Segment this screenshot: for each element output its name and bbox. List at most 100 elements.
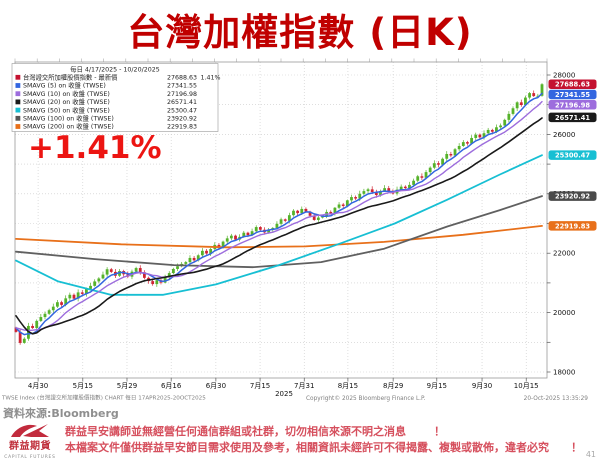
candle-body [482, 133, 486, 138]
legend-label: SMAVG (20) on 收盤 (TWSE) [23, 97, 110, 106]
price-tag [548, 191, 597, 201]
candle-body [379, 191, 382, 195]
candle-body [246, 232, 250, 236]
x-axis-label: 7月31 [294, 382, 314, 390]
price-tags-layer: 27688.63 27341.55 27196.98 26571.41 25300.47… [548, 79, 597, 231]
candle-body [76, 292, 80, 299]
candle-body [490, 129, 494, 132]
candle-body [354, 197, 358, 199]
candle-body [403, 186, 407, 189]
candle-body [503, 119, 507, 126]
candle-body [267, 229, 271, 233]
page-title: 台灣加權指數 (日K) [127, 11, 473, 54]
legend-change: 1.41% [201, 75, 221, 82]
candle-body [167, 273, 171, 278]
legend-swatch [15, 83, 21, 88]
y-axis-label: 26000 [553, 131, 575, 139]
candle-body [134, 268, 138, 272]
candle-body [345, 200, 349, 206]
candle-body [221, 241, 225, 247]
legend-label: SMAVG (50) on 收盤 (TWSE) [23, 105, 110, 114]
x-axis-label: 6月16 [161, 382, 182, 390]
candle-body [304, 208, 308, 212]
axes-layer: 2800026000240002200020000180004月305月155月… [14, 58, 575, 398]
candle-body [399, 186, 403, 190]
x-axis-label: 10月15 [514, 382, 539, 390]
candle-body [283, 219, 287, 221]
timestamp-text: 20-Oct-2025 13:35:29 [524, 396, 589, 402]
price-tag [548, 150, 597, 160]
legend-value: 26571.41 [167, 99, 197, 106]
candle-body [341, 204, 345, 206]
legend-swatch [15, 99, 21, 105]
candle-body [56, 302, 59, 307]
candle-body [196, 255, 200, 261]
candle-body [101, 274, 105, 279]
candle-body [540, 84, 544, 96]
ma-line-20 [15, 117, 543, 335]
legend-box [11, 63, 219, 132]
candle-body [507, 113, 511, 120]
candle-body [254, 227, 258, 232]
price-tag [548, 112, 597, 123]
candle-body [366, 189, 370, 192]
candle-body [188, 257, 192, 263]
candle-body [279, 219, 283, 224]
candle-body [449, 154, 453, 156]
candle-body [171, 268, 175, 274]
logo-swoosh-icon [11, 424, 37, 437]
price-tag [548, 221, 597, 231]
candle-body [80, 292, 84, 294]
ma-line-5 [15, 92, 543, 336]
candle-body [118, 271, 121, 276]
candle-body [515, 102, 519, 109]
legend-swatch [15, 115, 21, 121]
ma-line-10 [15, 100, 543, 332]
legend-value: 27196.98 [167, 91, 197, 98]
legend-value: 27688.63 [167, 75, 197, 82]
candle-body [217, 244, 221, 247]
candle-body [420, 176, 424, 178]
candle-body [296, 210, 300, 214]
candle-body [18, 331, 22, 343]
candle-body [287, 215, 291, 221]
candle-body [300, 208, 304, 214]
x-axis-label: 5月15 [73, 382, 93, 390]
candle-body [308, 211, 312, 216]
candle-body [163, 277, 167, 283]
disclaimer-line-1-mark: ！ [434, 425, 445, 438]
y-axis-label: 20000 [553, 309, 575, 317]
candle-body [258, 227, 262, 230]
ma-line-100 [15, 195, 543, 269]
disclaimer-line-2-mark: ！ [571, 441, 582, 454]
price-tag-value: 23920.92 [555, 193, 590, 201]
price-tag-value: 26571.41 [555, 114, 590, 122]
candle-body [478, 134, 482, 138]
disclaimer-block: 群益期貨 CAPITAL FUTURES 群益早安講師並無經營任何通信群組或社群… [2, 422, 598, 462]
candle-body [142, 272, 146, 278]
candle-body [457, 145, 461, 150]
candle-body [474, 134, 478, 138]
candle-body [35, 320, 39, 329]
ma-line-50 [15, 154, 543, 296]
candle-body [138, 268, 142, 273]
candle-body [151, 281, 155, 285]
candle-body [225, 238, 229, 242]
legend-label: SMAVG (200) on 收盤 (TWSE) [23, 122, 114, 131]
legend-label: SMAVG (10) on 收盤 (TWSE) [23, 89, 110, 98]
y-axis-label: 18000 [553, 368, 575, 376]
price-tag [548, 100, 597, 110]
candle-body [362, 191, 366, 194]
change-badge: +1.41% [28, 130, 162, 166]
legend-value: 25300.47 [167, 107, 197, 114]
candle-body [200, 250, 204, 256]
candle-body [486, 129, 490, 134]
candle-body [39, 317, 43, 321]
legend-value: 22919.83 [167, 124, 197, 131]
candle-body [383, 188, 387, 192]
legend-value: 27341.55 [167, 83, 197, 90]
logo-ribbon-icon [23, 424, 49, 437]
candle-body [51, 306, 55, 311]
candle-body [250, 231, 254, 236]
